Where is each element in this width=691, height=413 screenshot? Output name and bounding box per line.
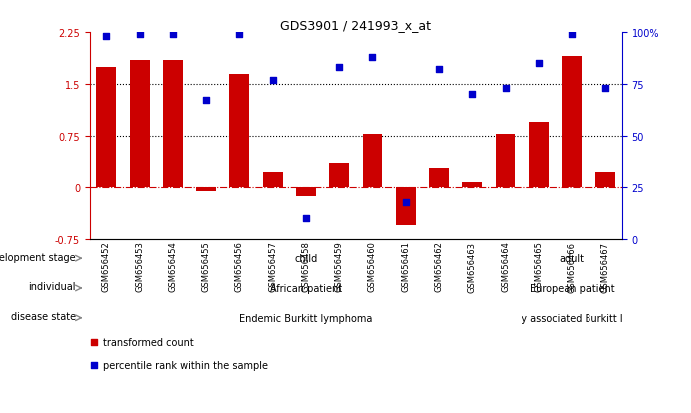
Bar: [595, 173, 615, 188]
Point: [88, 362, 100, 368]
Bar: [263, 173, 283, 188]
Point: [567, 32, 578, 38]
Text: transformed count: transformed count: [103, 337, 193, 347]
Point: [267, 77, 278, 84]
Point: [466, 92, 477, 98]
Bar: [529, 123, 549, 188]
Text: child: child: [294, 254, 318, 263]
Text: individual: individual: [28, 282, 76, 292]
Bar: [462, 183, 482, 188]
Text: disease state: disease state: [11, 311, 76, 321]
Bar: [229, 74, 249, 188]
Point: [600, 85, 611, 92]
Bar: [363, 134, 382, 188]
Bar: [296, 188, 316, 196]
Point: [200, 98, 211, 104]
Point: [334, 65, 345, 71]
Text: European patient: European patient: [530, 283, 614, 293]
Point: [500, 85, 511, 92]
Bar: [196, 188, 216, 191]
Point: [88, 339, 100, 345]
Point: [101, 34, 112, 40]
Bar: [396, 188, 416, 226]
Bar: [163, 61, 183, 188]
Text: Immunodeficiency associated Burkitt lymphoma: Immunodeficiency associated Burkitt lymp…: [437, 313, 674, 323]
Point: [234, 32, 245, 38]
Point: [134, 32, 145, 38]
Bar: [495, 134, 515, 188]
Bar: [97, 67, 116, 188]
Point: [433, 67, 444, 74]
Bar: [130, 61, 150, 188]
Point: [367, 55, 378, 61]
Text: percentile rank within the sample: percentile rank within the sample: [103, 360, 268, 370]
Bar: [429, 169, 449, 188]
Text: adult: adult: [560, 254, 585, 263]
Text: Endemic Burkitt lymphoma: Endemic Burkitt lymphoma: [239, 313, 372, 323]
Text: African patient: African patient: [270, 283, 342, 293]
Title: GDS3901 / 241993_x_at: GDS3901 / 241993_x_at: [281, 19, 431, 32]
Point: [400, 199, 411, 206]
Text: development stage: development stage: [0, 252, 76, 262]
Point: [301, 216, 312, 222]
Bar: [562, 57, 582, 188]
Point: [533, 61, 545, 67]
Bar: [329, 164, 349, 188]
Point: [167, 32, 178, 38]
Text: Sporadic Burkitt lymphoma: Sporadic Burkitt lymphoma: [538, 313, 672, 323]
